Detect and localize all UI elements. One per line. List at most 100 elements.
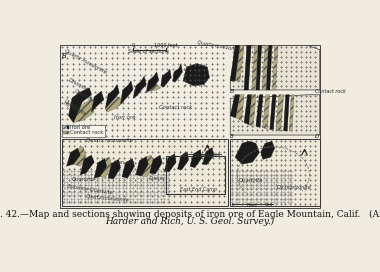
Text: +: + (290, 54, 293, 59)
Text: +: + (112, 155, 115, 160)
Text: +: + (149, 78, 153, 83)
Text: +: + (198, 63, 201, 67)
Text: +: + (294, 113, 298, 118)
Text: +: + (205, 44, 208, 50)
Text: +: + (216, 94, 219, 99)
Text: +: + (256, 49, 259, 54)
Text: +: + (138, 100, 142, 105)
Text: +: + (77, 44, 81, 50)
Text: +: + (260, 153, 263, 158)
Text: +: + (62, 155, 65, 160)
Text: +: + (172, 78, 175, 83)
Text: +: + (246, 69, 249, 74)
Text: +: + (190, 155, 193, 160)
Text: +: + (166, 133, 169, 138)
Text: +: + (260, 143, 263, 148)
Text: +: + (246, 123, 249, 128)
Text: +: + (222, 61, 225, 66)
Text: +: + (177, 89, 180, 94)
Text: +: + (211, 44, 214, 50)
Text: +: + (231, 108, 234, 113)
Text: +: + (177, 61, 180, 66)
Text: +: + (157, 194, 160, 199)
Text: +: + (299, 118, 302, 123)
Text: +: + (94, 133, 97, 138)
Bar (63, 131, 68, 134)
Text: +: + (280, 49, 283, 54)
Text: +: + (105, 133, 108, 138)
Text: +: + (266, 123, 269, 128)
Text: +: + (231, 153, 234, 158)
Text: +: + (116, 61, 119, 66)
Text: +: + (200, 128, 203, 133)
Text: +: + (188, 55, 192, 60)
Text: 0: 0 (183, 153, 186, 157)
Text: Quartz monzonite: Quartz monzonite (64, 48, 108, 75)
Text: +: + (231, 103, 234, 109)
Text: +: + (246, 54, 249, 59)
Text: +: + (299, 177, 302, 182)
Text: +: + (162, 149, 165, 154)
Text: +: + (294, 182, 297, 187)
Text: +: + (183, 122, 186, 127)
Text: +: + (129, 166, 132, 171)
Text: +: + (250, 172, 253, 177)
Text: +: + (144, 50, 147, 55)
Text: +: + (144, 72, 147, 77)
Text: +: + (246, 83, 249, 88)
Text: +: + (138, 83, 142, 88)
Text: +: + (294, 44, 298, 50)
Text: +: + (116, 72, 119, 77)
Text: +: + (236, 143, 239, 148)
Text: +: + (173, 194, 176, 199)
Text: +: + (201, 199, 204, 204)
Text: +: + (206, 199, 210, 204)
Text: +: + (241, 128, 244, 133)
Text: +: + (100, 78, 103, 83)
Text: +: + (84, 166, 87, 171)
Text: +: + (138, 133, 142, 138)
Text: +: + (255, 167, 258, 172)
Text: +: + (299, 64, 302, 69)
Text: +: + (83, 122, 86, 127)
Text: +: + (241, 98, 244, 104)
Text: +: + (309, 167, 312, 172)
Text: +: + (304, 69, 307, 74)
Text: +: + (314, 78, 317, 84)
Text: +: + (149, 89, 153, 94)
Text: +: + (112, 171, 115, 177)
Text: +: + (194, 50, 197, 55)
Text: +: + (140, 199, 143, 204)
Text: +: + (205, 55, 208, 60)
Text: +: + (206, 149, 210, 154)
Text: +: + (100, 94, 103, 99)
Text: +: + (105, 55, 108, 60)
Text: +: + (84, 144, 87, 149)
Text: +: + (309, 49, 312, 54)
Text: +: + (217, 160, 221, 165)
Text: +: + (101, 149, 104, 154)
Text: +: + (173, 177, 176, 182)
Text: +: + (193, 82, 196, 87)
Text: +: + (231, 118, 234, 123)
Text: +: + (222, 55, 225, 60)
Text: +: + (173, 149, 176, 154)
Text: +: + (231, 162, 234, 167)
Text: +: + (270, 191, 273, 197)
Text: +: + (101, 144, 104, 149)
Text: +: + (161, 106, 164, 110)
Text: +: + (256, 123, 259, 128)
Text: +: + (193, 72, 196, 77)
Text: +: + (179, 144, 182, 149)
Polygon shape (146, 83, 161, 93)
Text: +: + (261, 83, 264, 88)
Text: +: + (309, 138, 312, 143)
Polygon shape (230, 45, 320, 90)
Polygon shape (68, 88, 92, 123)
Text: +: + (289, 162, 292, 167)
Text: +: + (117, 144, 121, 149)
Text: +: + (145, 149, 149, 154)
Text: +: + (299, 138, 302, 143)
Text: +: + (188, 133, 192, 138)
Text: +: + (309, 153, 312, 158)
